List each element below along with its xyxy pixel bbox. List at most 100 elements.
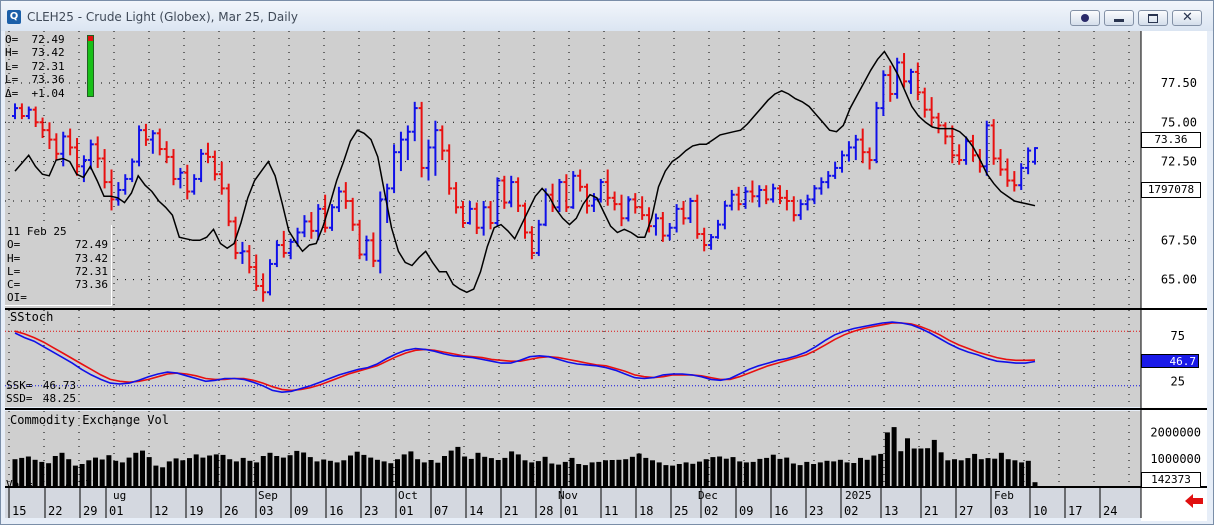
ohlc-bar[interactable] [1025,147,1032,175]
ohlc-bar[interactable] [453,182,460,214]
ohlc-bar[interactable] [839,150,846,173]
ohlc-bar[interactable] [515,177,522,212]
ohlc-bar[interactable] [735,186,742,211]
ohlc-bar[interactable] [818,177,825,195]
ohlc-bar[interactable] [797,199,804,220]
ohlc-bar[interactable] [825,171,832,189]
ohlc-bar[interactable] [528,226,535,260]
ohlc-bar[interactable] [625,196,632,222]
ohlc-bar[interactable] [67,128,74,156]
ohlc-bar[interactable] [446,144,453,195]
ohlc-bar[interactable] [949,125,956,164]
ohlc-bar[interactable] [604,169,611,206]
scroll-right-arrow-icon[interactable] [1183,493,1205,509]
ohlc-bar[interactable] [742,186,749,209]
ohlc-bar[interactable] [53,133,60,161]
ohlc-bar[interactable] [1032,147,1038,165]
ohlc-bar[interactable] [487,200,494,230]
app-icon[interactable]: Q [7,10,21,24]
ohlc-bar[interactable] [225,183,232,227]
chart-area[interactable]: 65.00 67.50 72.50 75.00 77.50 75 25 2000000 1000… [5,31,1207,521]
stoch-panel-title[interactable]: SStoch [10,310,54,324]
ohlc-bar[interactable] [115,182,122,206]
ohlc-bar[interactable] [329,204,336,231]
ohlc-bar[interactable] [177,167,184,189]
ohlc-bar[interactable] [349,197,356,231]
ohlc-bar[interactable] [170,149,177,186]
ohlc-bar[interactable] [666,223,673,241]
ohlc-bar[interactable] [845,141,852,162]
ohlc-bar[interactable] [790,196,797,222]
ohlc-bar[interactable] [535,219,542,257]
ohlc-bar[interactable] [763,185,770,205]
ohlc-bar[interactable] [370,232,377,268]
ohlc-bar[interactable] [432,120,439,176]
ohlc-bar[interactable] [866,147,873,170]
ohlc-bar[interactable] [639,196,646,220]
ohlc-bar[interactable] [377,191,384,274]
ohlc-bar[interactable] [94,136,101,168]
ohlc-bar[interactable] [253,254,260,291]
ohlc-bar[interactable] [273,240,280,268]
ohlc-bar[interactable] [439,125,446,161]
ohlc-bar[interactable] [191,174,198,195]
data-box[interactable]: 11 Feb 25 O= 72.49 H= 73.42 L= 72.31 C= 73.3… [5,225,112,306]
ohlc-bar[interactable] [287,238,294,260]
ohlc-bar[interactable] [852,134,859,161]
ohlc-bar[interactable] [749,180,756,203]
ohlc-bar[interactable] [32,106,39,128]
ohlc-bar[interactable] [397,131,404,172]
ohlc-bar[interactable] [935,112,942,134]
ohlc-bar[interactable] [25,106,32,120]
ohlc-bar[interactable] [39,117,46,139]
ohlc-bar[interactable] [239,241,246,264]
ohlc-bar[interactable] [204,142,211,164]
ohlc-bar[interactable] [425,139,432,181]
ohlc-bar[interactable] [149,130,156,154]
ohlc-bar[interactable] [811,185,818,205]
ohlc-bar[interactable] [356,219,363,260]
ohlc-bar[interactable] [101,149,108,189]
ohlc-bar[interactable] [459,200,466,228]
volume-panel-title[interactable]: Commodity Exchange Vol [10,413,169,427]
ohlc-bar[interactable] [721,200,728,230]
ohlc-bar[interactable] [859,128,866,164]
ohlc-bar[interactable] [122,174,129,195]
ohlc-bar[interactable] [280,230,287,258]
ohlc-bar[interactable] [694,194,701,239]
ohlc-bar[interactable] [184,164,191,200]
ohlc-bar[interactable] [832,161,839,179]
ohlc-bar[interactable] [880,70,887,116]
ohlc-bar[interactable] [260,273,267,302]
ohlc-bar[interactable] [921,87,928,118]
ohlc-bar[interactable] [136,125,143,167]
ohlc-bar[interactable] [777,185,783,205]
ohlc-bar[interactable] [914,62,921,101]
ohlc-bar[interactable] [901,53,908,88]
ohlc-bar[interactable] [783,189,790,211]
ohlc-bar[interactable] [928,97,935,128]
ohlc-bar[interactable] [74,138,81,176]
ohlc-bar[interactable] [480,200,487,236]
ohlc-bar[interactable] [156,128,163,156]
ohlc-bar[interactable] [577,169,584,192]
ohlc-bar[interactable] [308,211,315,239]
ohlc-bar[interactable] [983,120,990,176]
ohlc-bar[interactable] [1004,158,1011,187]
ohlc-bar[interactable] [1018,163,1025,190]
ohlc-bar[interactable] [680,200,687,225]
price-panel[interactable] [5,31,1141,308]
restore-button[interactable] [1138,10,1168,26]
ohlc-bar[interactable] [363,235,370,261]
ohlc-bar[interactable] [411,101,418,142]
ohlc-bar[interactable] [687,197,694,224]
ohlc-bar[interactable] [301,215,308,238]
ohlc-bar[interactable] [1011,171,1018,192]
ohlc-bar[interactable] [618,194,625,227]
ohlc-bar[interactable] [756,185,763,208]
ohlc-bar[interactable] [418,101,425,178]
ohlc-bar[interactable] [570,171,577,209]
ohlc-bar[interactable] [335,186,342,212]
ohlc-bar[interactable] [673,204,680,233]
ohlc-bar[interactable] [894,57,901,99]
